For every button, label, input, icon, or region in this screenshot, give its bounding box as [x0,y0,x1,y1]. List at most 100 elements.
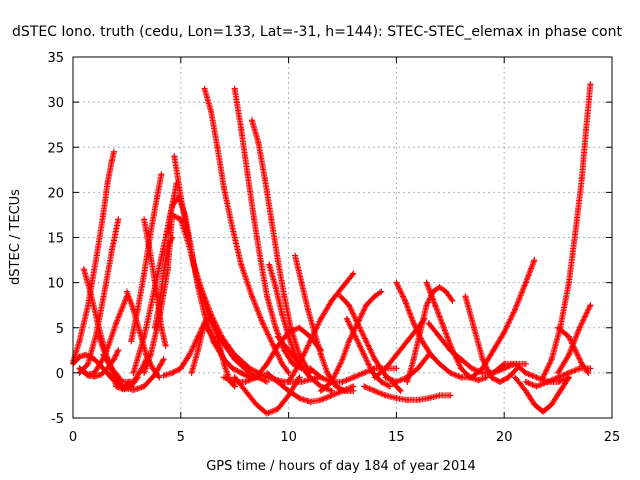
data-point [317,315,324,322]
data-point [257,257,264,264]
data-point [242,378,249,385]
axis-ticks: 0 5 10 15 20 25 -5 0 5 10 15 20 25 30 35 [47,51,620,445]
data-point [578,175,585,182]
data-point [404,378,411,385]
data-point [195,347,201,354]
y-tick-label: 5 [56,322,64,337]
data-point [186,351,193,358]
data-point [443,288,449,295]
data-point [382,392,389,399]
data-point [565,279,572,286]
data-point [134,306,141,313]
x-tick-label: 0 [69,430,77,445]
series-38 [404,284,456,385]
data-point [393,395,400,402]
data-point [104,180,111,187]
series-37 [393,279,465,381]
data-point [296,324,303,331]
data-point [436,333,443,340]
data-point [557,387,564,394]
data-point [531,401,538,408]
data-point [102,284,109,291]
data-point [136,329,143,336]
data-point [253,374,260,381]
data-point [468,365,475,372]
data-point [85,372,92,379]
data-point [522,378,529,385]
data-point [158,171,165,178]
data-point [190,261,197,268]
y-tick-label: 35 [47,51,64,66]
data-point [212,338,219,345]
data-point [410,320,417,327]
data-point [317,351,324,358]
data-point [246,365,253,372]
data-point [238,126,245,133]
data-point [350,387,357,394]
data-point [505,374,512,381]
data-point [522,387,529,394]
data-point [149,365,156,372]
data-point [458,356,465,363]
data-point [307,374,314,381]
data-point [169,234,176,241]
data-point [238,369,245,376]
data-point [188,369,195,376]
x-tick-label: 25 [604,430,621,445]
data-point [289,360,296,367]
data-point [141,383,148,390]
data-point [350,374,357,381]
series-44 [512,374,572,415]
data-point [231,351,238,358]
data-point [531,257,538,264]
x-tick-label: 15 [388,430,405,445]
data-point [91,373,98,380]
data-point [285,369,292,376]
data-point [346,302,352,309]
data-point [447,369,454,376]
data-point [130,378,137,385]
data-point [337,293,344,300]
data-point [522,360,529,367]
y-tick-label: 15 [47,232,64,247]
data-point [361,369,368,376]
data-point [85,302,92,309]
data-point [393,378,400,385]
data-point [214,144,221,151]
data-point [91,356,98,363]
data-point [436,392,443,399]
data-point [93,329,100,336]
data-point [393,351,400,358]
data-point [410,356,417,363]
data-point [587,302,594,309]
data-point [285,329,292,336]
data-point [404,396,411,403]
data-point [128,383,135,390]
data-point [296,374,303,381]
data-point [156,374,163,381]
data-point [111,356,117,363]
data-point [147,252,154,259]
data-point [565,351,572,358]
data-point [76,338,83,345]
data-point [371,293,378,300]
data-point [317,387,324,394]
data-point [555,369,562,376]
series-37-markers [393,279,465,381]
x-tick-label: 5 [177,430,185,445]
data-point [378,378,385,385]
data-point [113,320,120,327]
data-point [533,374,540,381]
data-point [141,369,148,376]
data-point [115,216,122,223]
data-point [80,266,87,273]
data-point [274,342,281,349]
data-point [119,378,126,385]
data-point [119,386,126,393]
data-point [458,365,465,372]
data-point [585,369,592,376]
data-point [296,360,303,367]
y-tick-label: 0 [56,367,64,382]
data-point [244,171,251,178]
data-point [231,85,238,92]
